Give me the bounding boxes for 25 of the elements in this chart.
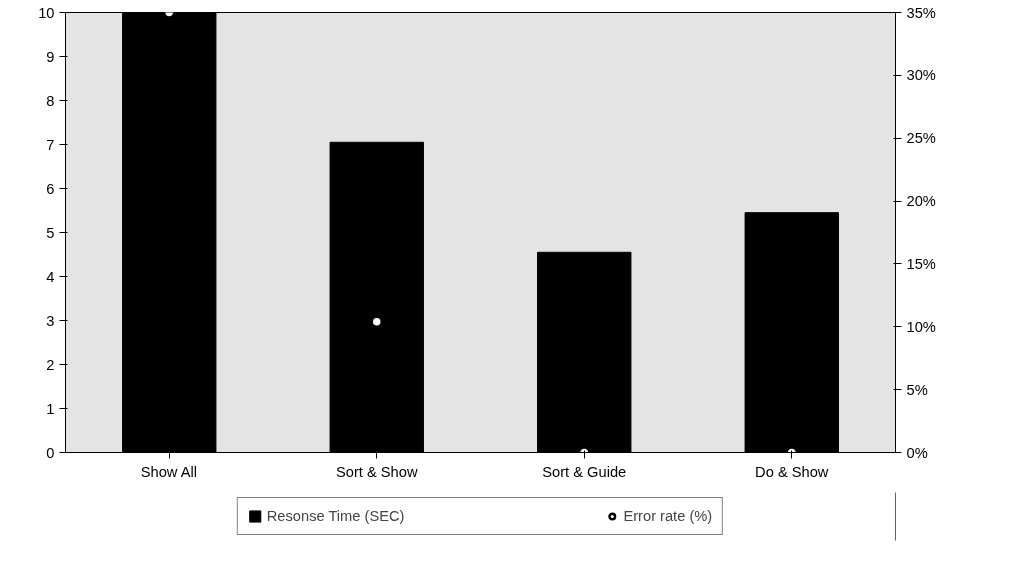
- x-tick-label: Sort & Show: [336, 463, 418, 480]
- y-tick-label: 1: [46, 400, 55, 417]
- y-tick-label: 9: [46, 48, 55, 65]
- y-tick-label: 3: [46, 312, 55, 329]
- y-tick-label: 5: [46, 224, 55, 241]
- y2-tick-label: 35%: [906, 4, 936, 21]
- y2-tick-label: 5%: [906, 381, 928, 398]
- x-tick-label: Sort & Guide: [542, 463, 627, 480]
- y2-tick-label: 20%: [906, 193, 936, 210]
- y-tick-label: 7: [46, 136, 55, 153]
- y2-tick-label: 15%: [906, 255, 936, 272]
- legend-label: Resonse Time (SEC): [266, 508, 405, 524]
- y2-tick-label: 25%: [906, 130, 936, 147]
- y2-tick-label: 30%: [906, 67, 936, 84]
- y-tick-label: 10: [38, 4, 55, 21]
- y2-tick-label: 10%: [906, 318, 936, 335]
- y2-tick-label: 0%: [906, 444, 928, 461]
- y-tick-label: 2: [46, 356, 55, 373]
- y-tick-label: 4: [46, 268, 55, 285]
- x-tick-label: Do & Show: [755, 463, 829, 480]
- y-tick-label: 6: [46, 180, 55, 197]
- y-tick-label: 0: [46, 444, 55, 461]
- x-tick-label: Show All: [140, 463, 197, 480]
- y-tick-label: 8: [46, 92, 55, 109]
- legend-label: Error rate (%): [623, 508, 713, 524]
